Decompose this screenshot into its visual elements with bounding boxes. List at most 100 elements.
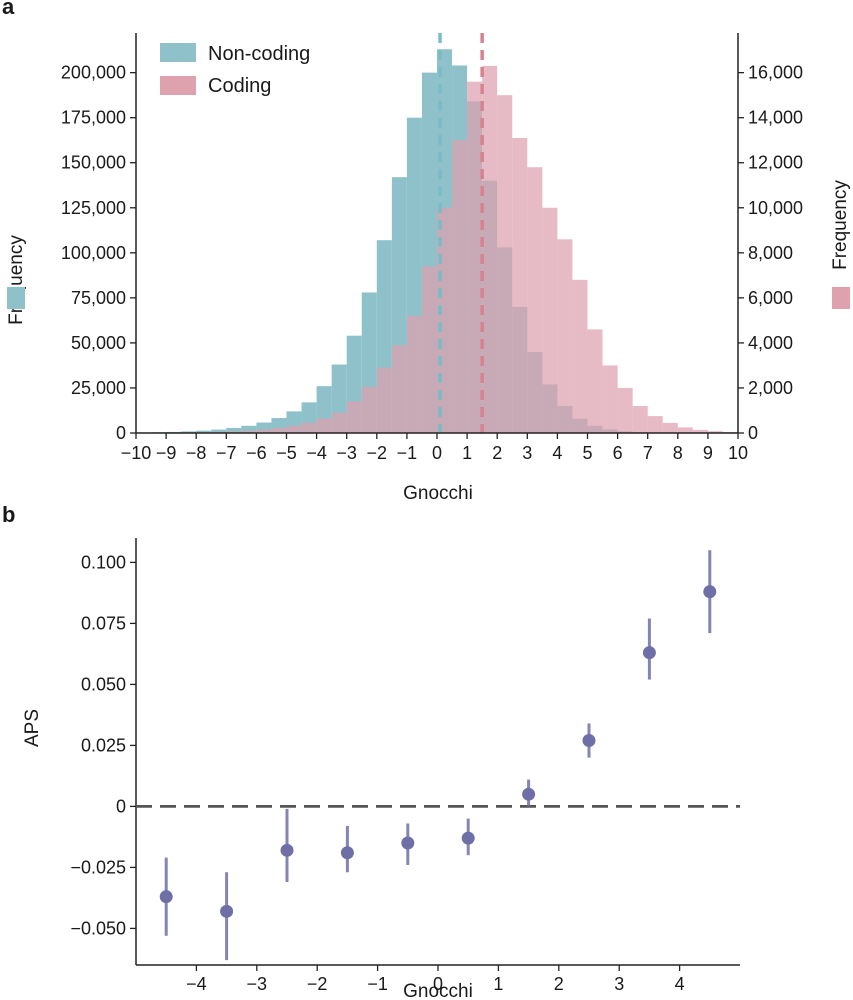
x-tick-label: 0 xyxy=(432,443,442,463)
coding-bar xyxy=(467,81,483,434)
coding-bar xyxy=(452,140,468,433)
panel-b-x-tick-label: −3 xyxy=(247,974,268,994)
panel-a-right-y-axis-title: Frequency xyxy=(830,180,851,270)
non-coding-bar xyxy=(211,429,227,433)
x-tick-label: 3 xyxy=(522,443,532,463)
coding-bar xyxy=(707,431,723,433)
x-tick-label: −4 xyxy=(306,443,327,463)
panel-b-y-tick-label: −0.025 xyxy=(70,857,126,877)
x-tick-label: −5 xyxy=(276,443,297,463)
panel-b-y-axis-title: APS xyxy=(22,709,43,747)
panel-b-x-tick-label: 2 xyxy=(554,974,564,994)
panel-b-y-tick-label: −0.050 xyxy=(70,918,126,938)
x-tick-label: 7 xyxy=(643,443,653,463)
panel-b-x-tick-label: 0 xyxy=(433,974,443,994)
coding-bar xyxy=(226,431,242,433)
coding-bar xyxy=(391,345,407,433)
x-tick-label: 9 xyxy=(703,443,713,463)
data-point xyxy=(401,836,415,850)
left-y-tick-label: 50,000 xyxy=(71,333,126,353)
x-tick-label: −8 xyxy=(186,443,207,463)
data-point xyxy=(522,787,536,801)
x-tick-label: −9 xyxy=(156,443,177,463)
coding-bar xyxy=(316,418,332,433)
coding-bar xyxy=(512,137,528,433)
panel-b-y-tick-label: 0.075 xyxy=(81,613,126,633)
legend-swatch-non-coding xyxy=(160,43,196,62)
right-axis-color-key xyxy=(832,287,850,309)
panel-b-letter: b xyxy=(2,502,15,527)
right-y-tick-label: 10,000 xyxy=(748,198,803,218)
left-y-tick-label: 125,000 xyxy=(61,198,126,218)
right-y-tick-label: 0 xyxy=(748,423,758,443)
coding-bar xyxy=(587,329,603,433)
data-point xyxy=(340,846,354,860)
panel-b-y-tick-label: 0.025 xyxy=(81,735,126,755)
right-y-tick-label: 14,000 xyxy=(748,108,803,128)
data-point xyxy=(220,904,234,918)
coding-bar xyxy=(572,279,588,433)
right-y-tick-label: 8,000 xyxy=(748,243,793,263)
coding-bar xyxy=(647,416,663,433)
legend: Non-coding Coding xyxy=(160,43,310,97)
left-y-tick-label: 200,000 xyxy=(61,63,126,83)
non-coding-bar xyxy=(241,425,257,433)
x-tick-label: −6 xyxy=(246,443,267,463)
data-point xyxy=(582,734,596,748)
non-coding-bar xyxy=(181,431,197,433)
right-y-tick-label: 2,000 xyxy=(748,378,793,398)
left-y-tick-label: 25,000 xyxy=(71,378,126,398)
coding-bar xyxy=(271,428,287,433)
coding-bar xyxy=(241,430,257,433)
coding-bar xyxy=(497,95,513,433)
left-y-tick-label: 0 xyxy=(116,423,126,443)
coding-bar xyxy=(331,412,347,433)
x-tick-label: 5 xyxy=(582,443,592,463)
coding-bar xyxy=(692,429,708,433)
data-point xyxy=(461,831,475,845)
coding-bar xyxy=(301,422,317,433)
panel-b-x-tick-label: −4 xyxy=(186,974,207,994)
x-tick-label: 6 xyxy=(613,443,623,463)
legend-label-non-coding: Non-coding xyxy=(208,43,310,65)
coding-bar xyxy=(617,387,633,433)
panel-b-x-tick-label: 3 xyxy=(614,974,624,994)
x-tick-label: −7 xyxy=(216,443,237,463)
panel-b-y-tick-label: 0.050 xyxy=(81,674,126,694)
legend-swatch-coding xyxy=(160,76,196,95)
panel-b-x-tick-label: −1 xyxy=(367,974,388,994)
panel-a: a −10 −9 −8 −7 −6 −5 −4 −3 −2 −1 0 1 2 3 4 5 6 7 8 9 10025,0… xyxy=(2,0,851,504)
x-tick-label: −10 xyxy=(121,443,152,463)
legend-label-coding: Coding xyxy=(208,75,271,97)
coding-bar xyxy=(557,239,573,433)
panel-b: b −4 −3 −2 −1 0 1 2 3 4 −0.050 −0.025 0 0.025 0.050 0.… xyxy=(2,502,740,1000)
coding-bars xyxy=(136,65,738,434)
left-y-tick-label: 175,000 xyxy=(61,108,126,128)
x-tick-label: 4 xyxy=(552,443,562,463)
right-y-tick-label: 16,000 xyxy=(748,63,803,83)
coding-bar xyxy=(256,429,272,433)
right-y-tick-label: 4,000 xyxy=(748,333,793,353)
coding-bar xyxy=(361,386,377,433)
x-tick-label: 8 xyxy=(673,443,683,463)
left-y-tick-label: 75,000 xyxy=(71,288,126,308)
panel-b-y-tick-label: 0 xyxy=(116,796,126,816)
right-y-tick-label: 12,000 xyxy=(748,153,803,173)
non-coding-bar xyxy=(226,427,242,433)
right-y-tick-label: 6,000 xyxy=(748,288,793,308)
x-tick-label: 10 xyxy=(728,443,748,463)
aps-points xyxy=(159,550,717,961)
panel-b-x-tick-label: 4 xyxy=(675,974,685,994)
coding-bar xyxy=(542,207,558,433)
x-tick-label: 1 xyxy=(462,443,472,463)
panel-b-x-tick-label: 1 xyxy=(493,974,503,994)
x-tick-label: −2 xyxy=(367,443,388,463)
left-y-tick-label: 100,000 xyxy=(61,243,126,263)
data-point xyxy=(159,890,173,904)
coding-bar xyxy=(662,422,678,433)
panel-a-letter: a xyxy=(2,0,15,19)
data-point xyxy=(280,843,294,857)
coding-bar xyxy=(527,167,543,434)
panel-b-axes: −4 −3 −2 −1 0 1 2 3 4 −0.050 −0.025 0 0.025 0.050 0.07… xyxy=(70,538,740,994)
